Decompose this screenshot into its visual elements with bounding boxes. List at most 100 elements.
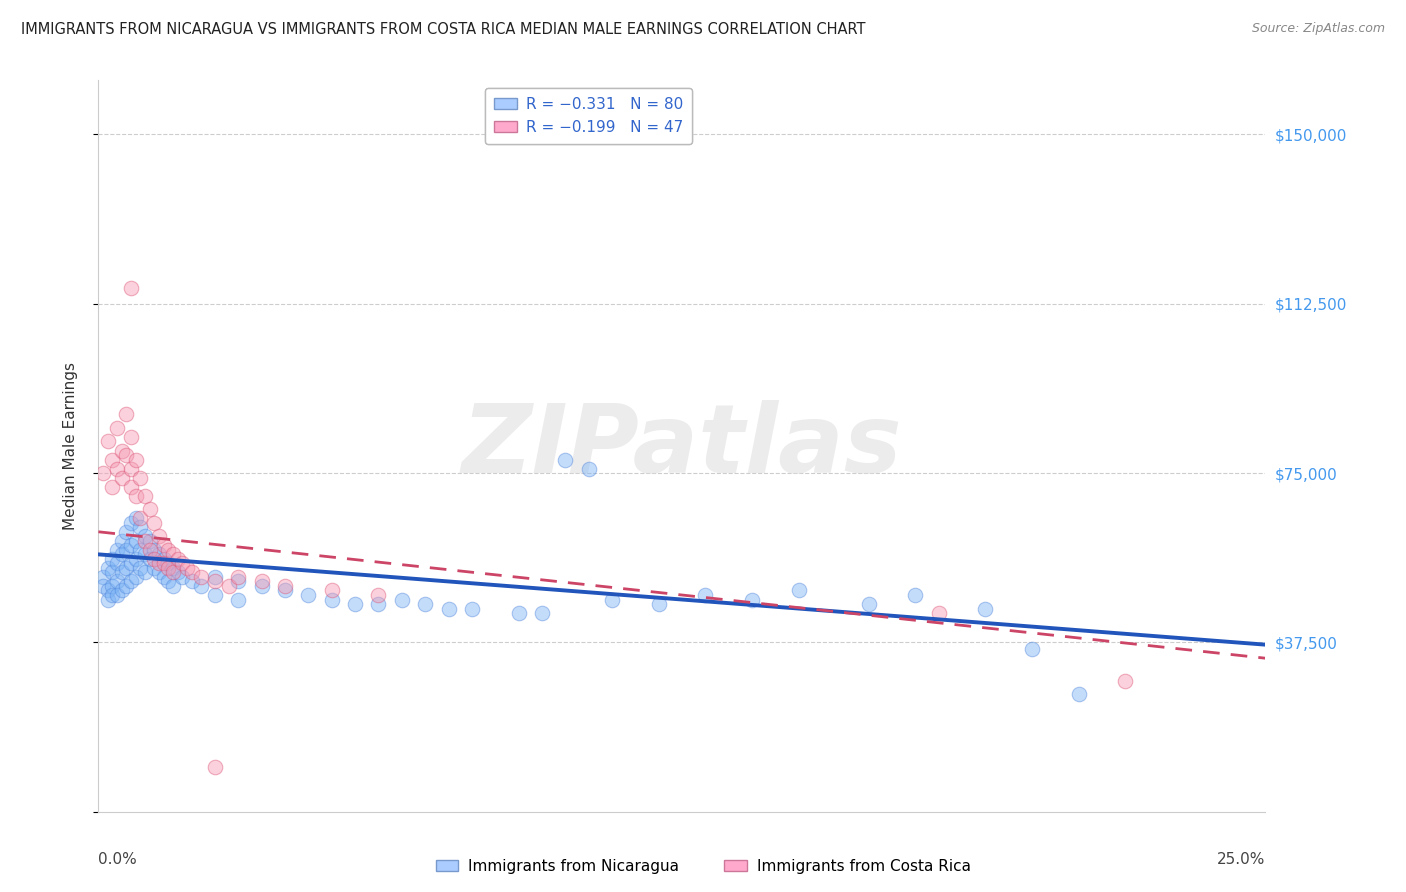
Point — [91, 570, 114, 584]
Point — [105, 557, 128, 571]
Point — [152, 557, 174, 571]
Point — [139, 552, 162, 566]
Point — [508, 606, 530, 620]
Point — [928, 606, 950, 620]
Point — [180, 574, 202, 589]
Point — [461, 601, 484, 615]
Point — [204, 759, 226, 773]
Point — [250, 579, 273, 593]
Point — [129, 542, 152, 557]
Y-axis label: Median Male Earnings: Median Male Earnings — [63, 362, 77, 530]
Point — [91, 579, 114, 593]
Point — [97, 434, 120, 449]
Point — [101, 588, 124, 602]
Point — [125, 552, 148, 566]
Point — [111, 533, 134, 548]
Point — [148, 557, 170, 571]
Point — [97, 583, 120, 598]
Point — [204, 588, 226, 602]
Point — [228, 592, 250, 607]
Point — [101, 452, 124, 467]
Text: 25.0%: 25.0% — [1218, 852, 1265, 867]
Point — [111, 443, 134, 458]
Point — [1114, 673, 1136, 688]
Point — [204, 570, 226, 584]
Point — [129, 561, 152, 575]
Point — [152, 570, 174, 584]
Point — [157, 574, 180, 589]
Point — [218, 579, 240, 593]
Point — [97, 592, 120, 607]
Point — [101, 579, 124, 593]
Point — [105, 461, 128, 475]
Point — [115, 408, 138, 422]
Point — [143, 542, 166, 557]
Point — [172, 570, 194, 584]
Point — [152, 552, 174, 566]
Point — [143, 552, 166, 566]
Point — [111, 470, 134, 484]
Point — [157, 542, 180, 557]
Point — [105, 542, 128, 557]
Point — [120, 557, 142, 571]
Point — [204, 574, 226, 589]
Point — [180, 566, 202, 580]
Point — [105, 574, 128, 589]
Point — [148, 529, 170, 543]
Point — [190, 570, 212, 584]
Point — [120, 574, 142, 589]
Point — [157, 557, 180, 571]
Point — [115, 561, 138, 575]
Point — [125, 489, 148, 503]
Point — [115, 524, 138, 539]
Legend: R = −0.331   N = 80, R = −0.199   N = 47: R = −0.331 N = 80, R = −0.199 N = 47 — [485, 88, 692, 144]
Point — [105, 421, 128, 435]
Point — [787, 583, 810, 598]
Point — [115, 448, 138, 462]
Point — [97, 561, 120, 575]
Point — [228, 574, 250, 589]
Point — [120, 461, 142, 475]
Point — [391, 592, 413, 607]
Text: IMMIGRANTS FROM NICARAGUA VS IMMIGRANTS FROM COSTA RICA MEDIAN MALE EARNINGS COR: IMMIGRANTS FROM NICARAGUA VS IMMIGRANTS … — [21, 22, 866, 37]
Point — [148, 547, 170, 561]
Text: 0.0%: 0.0% — [98, 852, 138, 867]
Point — [111, 547, 134, 561]
Point — [115, 579, 138, 593]
Point — [554, 452, 576, 467]
Point — [190, 579, 212, 593]
Point — [139, 502, 162, 516]
Point — [166, 566, 188, 580]
Point — [741, 592, 763, 607]
Point — [129, 520, 152, 534]
Point — [228, 570, 250, 584]
Point — [129, 470, 152, 484]
Point — [143, 516, 166, 530]
Point — [162, 579, 184, 593]
Point — [134, 533, 156, 548]
Point — [367, 597, 389, 611]
Point — [111, 583, 134, 598]
Point — [904, 588, 927, 602]
Point — [344, 597, 367, 611]
Point — [1067, 687, 1090, 701]
Point — [125, 511, 148, 525]
Point — [120, 538, 142, 552]
Point — [974, 601, 997, 615]
Point — [120, 516, 142, 530]
Point — [134, 547, 156, 561]
Point — [162, 561, 184, 575]
Point — [101, 480, 124, 494]
Point — [367, 588, 389, 602]
Point — [125, 533, 148, 548]
Text: ZIPatlas: ZIPatlas — [461, 400, 903, 492]
Legend: Immigrants from Nicaragua, Immigrants from Costa Rica: Immigrants from Nicaragua, Immigrants fr… — [429, 853, 977, 880]
Point — [1021, 642, 1043, 657]
Point — [125, 570, 148, 584]
Point — [120, 430, 142, 444]
Point — [578, 461, 600, 475]
Point — [162, 566, 184, 580]
Point — [647, 597, 669, 611]
Point — [176, 561, 198, 575]
Point — [105, 588, 128, 602]
